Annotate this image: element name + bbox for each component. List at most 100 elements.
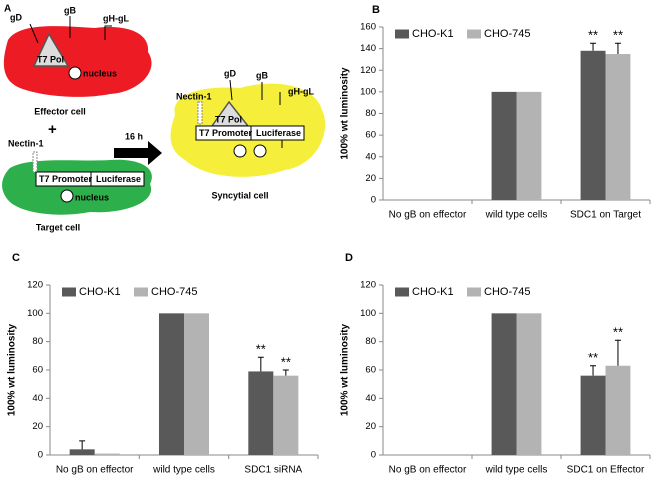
y-tick-label: 20 (32, 421, 43, 432)
bar (516, 91, 542, 200)
legend-label: CHO-K1 (79, 286, 121, 298)
y-tick-label: 40 (365, 151, 376, 162)
legend-label: CHO-K1 (412, 28, 454, 40)
y-tick-label: 80 (32, 336, 43, 347)
bar (158, 313, 184, 455)
x-tick-label: wild type cells (485, 210, 548, 221)
significance: ** (588, 350, 598, 365)
panel-label: A (4, 4, 11, 15)
panel-label: B (372, 4, 380, 16)
nectin (197, 101, 203, 125)
legend-swatch (134, 287, 148, 297)
legend-label: CHO-745 (484, 286, 530, 298)
label: gB (256, 70, 268, 80)
x-tick-label: SDC1 on Effector (567, 465, 645, 476)
legend-swatch (395, 287, 409, 297)
label: gD (10, 12, 22, 22)
gd-stem (229, 79, 233, 101)
legend-swatch (467, 29, 481, 39)
label: nucleus (83, 68, 117, 78)
y-tick-label: 40 (32, 393, 43, 404)
x-tick-label: wild type cells (485, 465, 548, 476)
bar (605, 365, 631, 455)
y-tick-label: 120 (360, 280, 376, 291)
legend-swatch (467, 287, 481, 297)
effector-cell (3, 26, 152, 97)
plus: + (48, 121, 57, 138)
y-tick-label: 100 (27, 308, 43, 319)
label: T7 Pol (37, 54, 64, 64)
y-tick-label: 0 (38, 450, 43, 461)
panel-label: D (345, 252, 353, 264)
y-tick-label: 80 (365, 108, 376, 119)
diagram: A gD gB gH-gL T7 Pol nucleus Effector ce… (2, 4, 326, 232)
legend-label: CHO-745 (151, 286, 197, 298)
significance: ** (256, 342, 266, 357)
nectin (32, 151, 38, 173)
label: T7 Pol (215, 114, 242, 124)
bar (248, 371, 274, 455)
bar (273, 375, 299, 455)
legend-label: CHO-745 (484, 28, 530, 40)
panel-label: C (12, 252, 20, 264)
label: gH-gL (103, 13, 129, 23)
y-tick-label: 80 (365, 336, 376, 347)
bar (580, 375, 606, 455)
error-bar (590, 42, 597, 51)
label: 16 h (125, 131, 143, 141)
significance: ** (588, 28, 598, 43)
bar (94, 453, 120, 455)
target-cell (2, 159, 152, 215)
caption: Syncytial cell (211, 190, 268, 200)
x-tick-label: SDC1 siRNA (244, 465, 302, 476)
y-tick-label: 60 (365, 365, 376, 376)
caption: Effector cell (34, 106, 86, 116)
y-tick-label: 140 (360, 43, 376, 54)
label: Nectin-1 (8, 138, 44, 148)
label: gD (224, 68, 236, 78)
x-tick-label: SDC1 on Target (570, 210, 641, 221)
y-axis-label: 100% wt luminosity (340, 323, 351, 416)
y-tick-label: 100 (360, 308, 376, 319)
label: T7 Promoter (199, 128, 253, 138)
y-tick-label: 160 (360, 22, 376, 33)
label: nucleus (75, 192, 109, 202)
error-bar (257, 356, 264, 372)
y-tick-label: 20 (365, 173, 376, 184)
y-tick-label: 0 (371, 450, 376, 461)
label: gH-gL (288, 86, 314, 96)
label: gB (64, 5, 76, 15)
error-bar (282, 369, 289, 376)
y-axis-label: 100% wt luminosity (340, 67, 351, 160)
legend-swatch (395, 29, 409, 39)
error-bar (79, 440, 86, 450)
y-tick-label: 120 (360, 65, 376, 76)
bar (491, 313, 517, 455)
ghgl-stem (104, 25, 112, 40)
reporter-box (35, 171, 145, 187)
nucleus (60, 189, 74, 203)
bar (516, 313, 542, 455)
bar (69, 449, 95, 455)
bar (491, 91, 517, 200)
y-axis-label: 100% wt luminosity (7, 323, 18, 416)
nucleus (253, 144, 267, 158)
significance: ** (281, 354, 291, 369)
label: Luciferase (96, 174, 141, 184)
significance: ** (613, 325, 623, 340)
legend-swatch (62, 287, 76, 297)
legend-label: CHO-K1 (412, 286, 454, 298)
reporter-box (195, 125, 305, 141)
error-bar (614, 42, 621, 55)
error-bar (590, 365, 597, 376)
x-tick-label: No gB on effector (389, 210, 467, 221)
x-tick-label: No gB on effector (389, 465, 467, 476)
nucleus (233, 144, 247, 158)
y-tick-label: 40 (365, 393, 376, 404)
significance: ** (613, 28, 623, 43)
x-tick-label: wild type cells (152, 465, 215, 476)
bar (580, 50, 606, 200)
gd-stem (29, 23, 39, 44)
y-tick-label: 20 (365, 421, 376, 432)
